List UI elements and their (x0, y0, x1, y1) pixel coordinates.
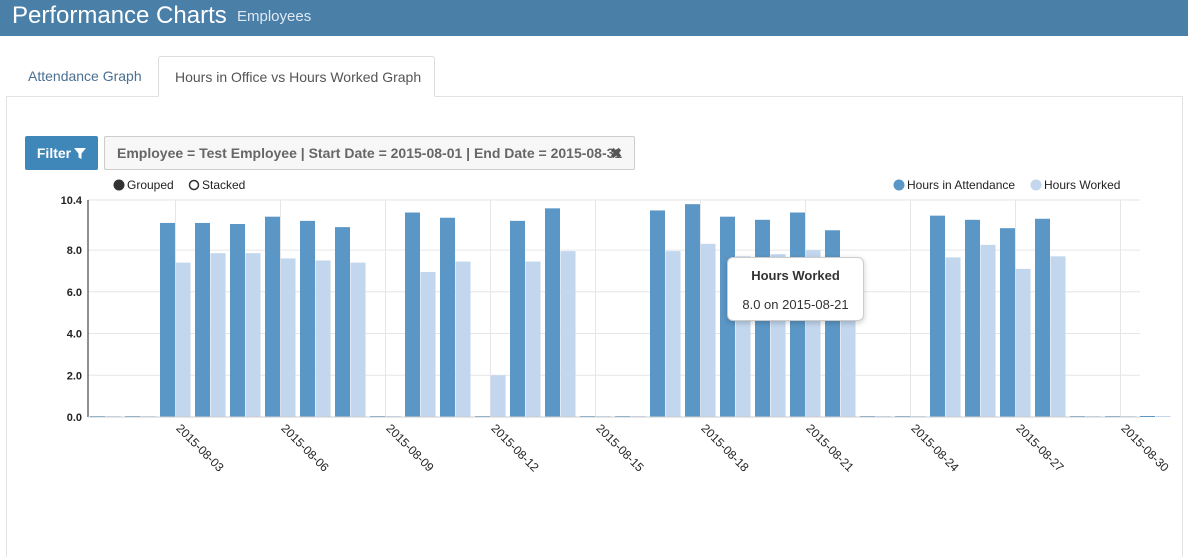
bar-attendance (1035, 218, 1050, 417)
x-tick-label: 2015-08-03 (173, 421, 227, 475)
bar-worked (980, 244, 996, 417)
x-tick-label: 2015-08-12 (488, 421, 542, 475)
legend-label: Hours in Attendance (907, 178, 1015, 192)
y-tick-label: 10.4 (61, 195, 83, 207)
x-tick-label: 2015-08-09 (383, 421, 437, 475)
close-icon[interactable]: ✖ (610, 145, 622, 161)
tab-attendance-graph[interactable]: Attendance Graph (28, 68, 142, 84)
x-tick-label: 2015-08-27 (1013, 421, 1067, 475)
tooltip-title: Hours Worked (751, 268, 840, 283)
filter-summary-text: Employee = Test Employee | Start Date = … (117, 145, 623, 161)
bar-worked (1050, 256, 1066, 417)
bar-worked (525, 261, 541, 417)
y-tick-label: 4.0 (67, 329, 82, 341)
bar-attendance (440, 217, 455, 417)
legend-label: Hours Worked (1044, 178, 1120, 192)
y-tick-label: 2.0 (67, 370, 82, 382)
bar-worked (280, 258, 296, 417)
bar-chart: 0.0 2.0 4.0 6.0 8.0 10.4 2015-08-03 2015-08-06 2… (61, 178, 1172, 475)
bar-worked (560, 251, 576, 417)
bar-attendance (230, 223, 245, 417)
bar-worked (700, 243, 716, 417)
stacked-radio (188, 179, 200, 191)
bar-attendance (1140, 416, 1155, 417)
bar-attendance (930, 215, 945, 417)
tooltip-value: 8.0 on 2015-08-21 (742, 297, 849, 312)
x-tick-label: 2015-08-24 (908, 421, 962, 475)
bar-worked (1015, 268, 1031, 417)
bar-worked (175, 262, 191, 417)
y-tick-label: 0.0 (67, 412, 82, 424)
bar-attendance (510, 220, 525, 417)
bar-worked (945, 257, 961, 417)
bar-worked (455, 261, 471, 417)
grouped-radio (113, 179, 125, 191)
filter-summary: Employee = Test Employee | Start Date = … (104, 136, 635, 170)
tooltip: Hours Worked 8.0 on 2015-08-21 (727, 257, 864, 321)
bar-worked (210, 253, 226, 417)
bar-attendance (265, 216, 280, 417)
tab-hours-graph[interactable]: Hours in Office vs Hours Worked Graph (158, 56, 435, 97)
x-tick-label: 2015-08-06 (278, 421, 332, 475)
bar-attendance (545, 208, 560, 417)
header-bar: Performance Charts Employees (0, 0, 1188, 36)
bar-attendance (300, 220, 315, 417)
x-tick-label: 2015-08-30 (1118, 421, 1172, 475)
stacked-label: Stacked (202, 178, 245, 192)
app-subtitle: Employees (237, 8, 312, 25)
bar-attendance (160, 222, 175, 417)
x-tick-label: 2015-08-21 (803, 421, 857, 475)
legend-swatch (893, 179, 905, 191)
y-tick-label: 8.0 (67, 245, 82, 257)
bar-attendance (1000, 228, 1015, 417)
bar-attendance (405, 212, 420, 417)
legend-swatch (1030, 179, 1042, 191)
bar-attendance (335, 227, 350, 417)
bar-attendance (650, 210, 665, 417)
bar-worked (245, 253, 261, 417)
x-tick-label: 2015-08-15 (593, 421, 647, 475)
app-title: Performance Charts (12, 2, 227, 29)
bar-worked (490, 375, 506, 417)
y-tick-label: 6.0 (67, 287, 82, 299)
bar-worked (420, 271, 436, 417)
bar-worked (350, 262, 366, 417)
x-tick-label: 2015-08-18 (698, 421, 752, 475)
filter-button-label: Filter (36, 145, 72, 161)
grouped-label: Grouped (127, 178, 174, 192)
bar-worked (1155, 416, 1171, 417)
bar-attendance (965, 219, 980, 417)
bar-attendance (685, 204, 700, 417)
bar-worked (665, 251, 681, 417)
funnel-icon (74, 148, 87, 159)
bar-worked (315, 260, 331, 417)
bar-attendance (195, 222, 210, 417)
filter-button[interactable]: Filter (25, 136, 98, 170)
